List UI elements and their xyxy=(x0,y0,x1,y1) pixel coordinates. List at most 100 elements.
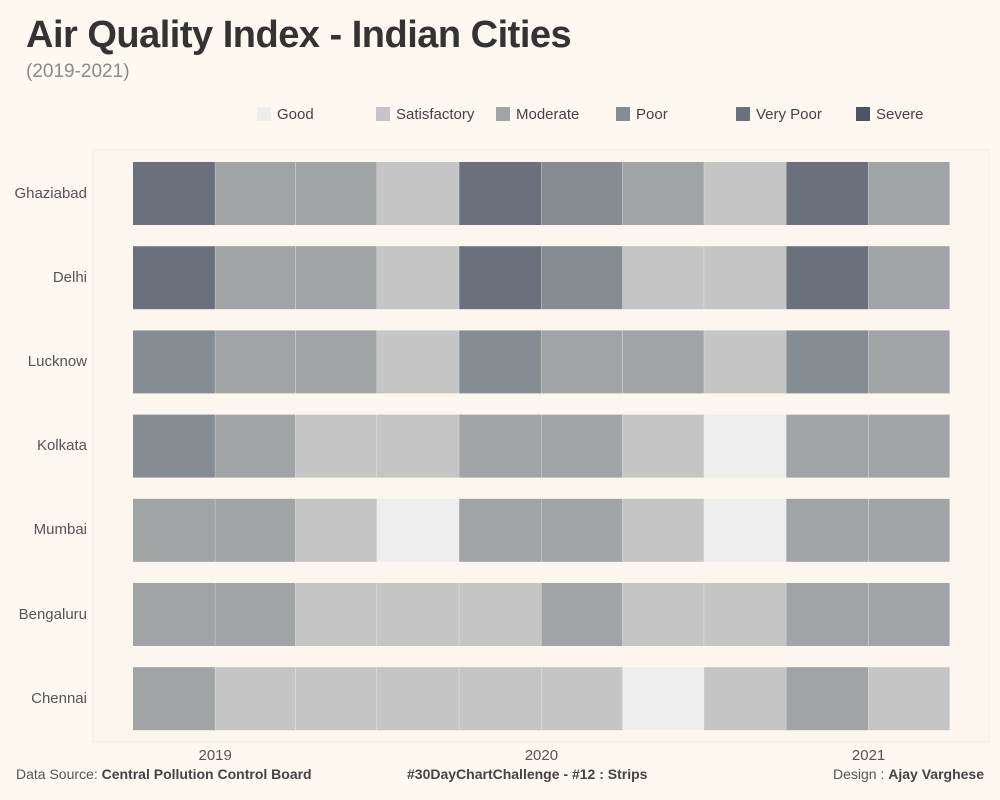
strip-segment xyxy=(459,498,542,562)
strip-segment xyxy=(704,583,786,646)
strip-segment xyxy=(541,330,623,394)
legend-label: Severe xyxy=(876,105,924,123)
strip-segment xyxy=(704,667,786,731)
legend-swatch xyxy=(856,107,870,121)
strip-segment xyxy=(541,583,623,646)
strip-segment xyxy=(459,583,542,646)
designer-name: Ajay Varghese xyxy=(888,766,984,782)
city-label: Lucknow xyxy=(27,352,87,370)
strip-segment xyxy=(868,583,950,646)
city-strip xyxy=(133,667,950,731)
city-strip xyxy=(133,498,950,562)
strip-segment xyxy=(868,498,950,562)
strip-segment xyxy=(133,498,215,562)
strip-segment xyxy=(786,667,869,731)
strip-segment xyxy=(459,414,542,478)
x-tick-label: 2020 xyxy=(524,747,559,764)
data-source-name: Central Pollution Control Board xyxy=(101,766,312,782)
legend-item: Very Poor xyxy=(736,104,822,124)
strip-segment xyxy=(295,330,377,394)
city-strip xyxy=(133,162,950,225)
legend-label: Good xyxy=(277,105,314,123)
strip-segment xyxy=(868,162,950,225)
strip-segment xyxy=(622,162,704,225)
strip-segment xyxy=(133,667,215,731)
strip-segment xyxy=(295,246,377,310)
strip-segment xyxy=(133,583,215,646)
strip-segment xyxy=(377,162,459,225)
strip-segment xyxy=(459,162,542,225)
strip-segment xyxy=(215,498,296,562)
strip-segment xyxy=(622,667,704,731)
strip-segment xyxy=(786,414,869,478)
strip-segment xyxy=(786,583,869,646)
strip-segment xyxy=(541,498,623,562)
strip-segment xyxy=(622,414,704,478)
strip-segment xyxy=(868,667,950,731)
strip-segment xyxy=(215,667,296,731)
strip-segment xyxy=(622,498,704,562)
strip-segment xyxy=(622,583,704,646)
legend-label: Poor xyxy=(636,105,668,123)
strip-segment xyxy=(704,330,786,394)
strip-segment xyxy=(215,414,296,478)
legend-item: Satisfactory xyxy=(376,104,474,124)
legend-label: Satisfactory xyxy=(396,105,475,123)
strip-segment xyxy=(704,162,786,225)
strip-segment xyxy=(377,583,459,646)
challenge-tag: #30DayChartChallenge - #12 : Strips xyxy=(407,766,647,782)
strip-segment xyxy=(786,498,869,562)
chart-title: Air Quality Index - Indian Cities xyxy=(26,14,572,56)
strip-segment xyxy=(215,583,296,646)
strip-segment xyxy=(868,246,950,310)
legend-label: Very Poor xyxy=(756,105,822,123)
strip-segment xyxy=(868,414,950,478)
city-label: Mumbai xyxy=(33,521,87,539)
strip-segment xyxy=(133,162,215,225)
legend-swatch xyxy=(376,107,390,121)
design-label: Design : xyxy=(833,766,885,782)
strip-segment xyxy=(459,246,542,310)
strip-segment xyxy=(295,162,377,225)
city-strip xyxy=(133,414,950,478)
design-credit: Design : Ajay Varghese xyxy=(833,766,984,782)
city-label: Delhi xyxy=(52,268,87,286)
strip-segment xyxy=(622,330,704,394)
strip-segment xyxy=(704,414,786,478)
x-tick-label: 2019 xyxy=(198,747,232,764)
city-label: Kolkata xyxy=(36,437,87,455)
legend-item: Moderate xyxy=(496,104,579,124)
strip-segment xyxy=(295,414,377,478)
strip-segment xyxy=(541,414,623,478)
legend-item: Poor xyxy=(616,104,668,124)
strip-segment xyxy=(459,667,542,731)
legend-item: Good xyxy=(257,104,314,124)
city-strip xyxy=(133,246,950,310)
strip-segment xyxy=(786,330,869,394)
legend-swatch xyxy=(257,107,271,121)
city-label: Chennai xyxy=(31,689,87,707)
strip-segment xyxy=(133,246,215,310)
strip-segment xyxy=(541,162,623,225)
strip-segment xyxy=(377,414,459,478)
city-label: Ghaziabad xyxy=(14,184,87,202)
strip-segment xyxy=(786,162,869,225)
strip-segment xyxy=(377,330,459,394)
legend-swatch xyxy=(736,107,750,121)
strip-segment xyxy=(295,583,377,646)
strip-segment xyxy=(215,330,296,394)
chart-subtitle: (2019-2021) xyxy=(26,61,130,82)
legend-label: Moderate xyxy=(516,105,580,123)
city-strip xyxy=(133,330,950,394)
strip-segment xyxy=(215,246,296,310)
legend-swatch xyxy=(616,107,630,121)
challenge-text: #30DayChartChallenge - #12 : Strips xyxy=(407,766,648,782)
strip-segment xyxy=(704,246,786,310)
strip-segment xyxy=(133,330,215,394)
strip-segment xyxy=(704,498,786,562)
legend-swatch xyxy=(496,107,510,121)
strip-segment xyxy=(459,330,542,394)
data-source: Data Source: Central Pollution Control B… xyxy=(16,766,312,782)
strip-segment xyxy=(295,667,377,731)
